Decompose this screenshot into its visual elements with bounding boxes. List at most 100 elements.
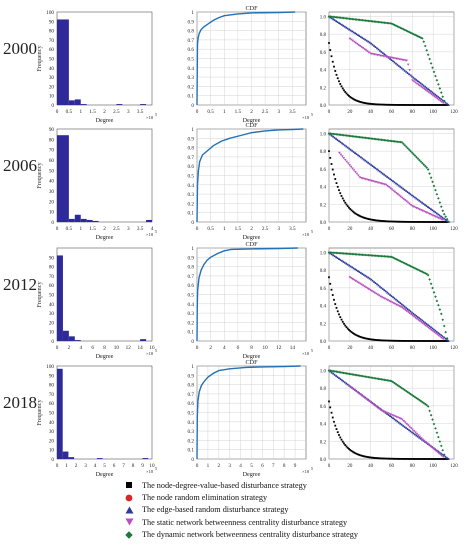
- x-tick-label: 0: [196, 345, 199, 351]
- data-point: [436, 458, 439, 460]
- data-point: [434, 74, 437, 78]
- data-point: [353, 151, 357, 154]
- y-tick-label: 0.4: [320, 186, 327, 191]
- x-tick-label: 0: [196, 109, 199, 115]
- data-point: [430, 328, 433, 332]
- data-point: [396, 104, 399, 106]
- x-tick-label: 1.5: [89, 226, 96, 232]
- data-point: [343, 252, 347, 255]
- data-point: [351, 30, 354, 33]
- data-point: [421, 458, 424, 460]
- axis-exponent: ×10: [146, 351, 154, 356]
- data-point: [336, 185, 339, 188]
- data-point: [342, 260, 345, 263]
- data-point: [346, 263, 350, 266]
- data-point: [404, 389, 408, 393]
- data-point: [422, 40, 426, 43]
- data-point: [434, 215, 437, 218]
- data-point: [419, 104, 422, 106]
- data-point: [421, 209, 424, 212]
- data-point: [436, 221, 439, 223]
- data-point: [373, 103, 375, 106]
- data-point: [330, 132, 334, 136]
- data-point: [437, 213, 440, 216]
- data-point: [418, 436, 421, 439]
- data-point: [334, 178, 337, 180]
- data-point: [362, 273, 366, 276]
- data-point: [427, 326, 430, 330]
- data-point: [435, 330, 439, 333]
- data-point: [418, 104, 420, 106]
- y-tick-label: 0.5: [188, 411, 195, 417]
- data-point: [412, 432, 415, 435]
- data-point: [444, 104, 447, 106]
- robustness-series: [327, 132, 450, 223]
- data-point: [331, 416, 334, 419]
- data-point: [329, 49, 332, 51]
- data-point: [424, 458, 427, 460]
- data-point: [361, 253, 364, 257]
- x-tick-label: 0: [56, 109, 59, 115]
- data-point: [445, 340, 448, 342]
- y-tick-label: 10: [49, 330, 55, 336]
- data-point: [371, 103, 374, 105]
- data-point: [376, 103, 379, 106]
- data-point: [408, 312, 411, 315]
- data-point: [391, 59, 395, 63]
- x-tick-label: 5: [250, 463, 253, 469]
- data-point: [333, 373, 337, 376]
- data-point: [362, 158, 366, 161]
- data-point: [411, 205, 414, 208]
- data-point: [351, 210, 354, 213]
- data-point: [335, 73, 338, 76]
- data-point: [444, 215, 447, 218]
- data-point: [428, 444, 432, 448]
- x-axis-label: Degree: [96, 234, 114, 241]
- data-point: [409, 31, 412, 35]
- data-point: [344, 444, 347, 446]
- x-tick-label: 6: [261, 463, 264, 469]
- data-point: [423, 164, 427, 168]
- data-point: [443, 458, 445, 460]
- x-tick-label: 6: [113, 463, 116, 469]
- data-point: [413, 221, 415, 223]
- data-point: [432, 70, 436, 74]
- data-point: [400, 457, 403, 460]
- data-point: [386, 184, 389, 188]
- data-point: [431, 180, 434, 184]
- data-point: [353, 451, 355, 454]
- data-point: [344, 201, 347, 204]
- data-point: [368, 277, 372, 280]
- data-point: [349, 330, 352, 332]
- data-point: [384, 139, 388, 142]
- data-point: [365, 102, 368, 105]
- data-point: [404, 70, 408, 73]
- data-point: [367, 399, 371, 403]
- data-point: [362, 136, 366, 139]
- data-point: [388, 103, 390, 106]
- data-point: [387, 379, 391, 382]
- data-point: [390, 58, 394, 61]
- data-point: [348, 206, 350, 209]
- data-point: [361, 395, 365, 398]
- data-point: [373, 219, 375, 221]
- data-point: [355, 99, 358, 102]
- data-point: [351, 450, 354, 453]
- x-tick-label: 14: [138, 345, 144, 351]
- data-point: [373, 456, 375, 459]
- data-point: [438, 221, 440, 223]
- data-point: [443, 340, 445, 342]
- data-point: [415, 155, 418, 159]
- data-point: [419, 458, 422, 460]
- data-point: [406, 71, 410, 74]
- data-point: [438, 99, 442, 103]
- data-point: [433, 448, 436, 451]
- x-tick-label: 10: [114, 345, 120, 351]
- y-tick-label: 0.1: [188, 330, 195, 336]
- x-tick-label: 2: [75, 463, 78, 469]
- data-point: [410, 311, 414, 314]
- data-point: [438, 87, 442, 90]
- data-point: [404, 426, 408, 429]
- x-tick-label: 12: [126, 345, 132, 351]
- data-point: [418, 320, 422, 323]
